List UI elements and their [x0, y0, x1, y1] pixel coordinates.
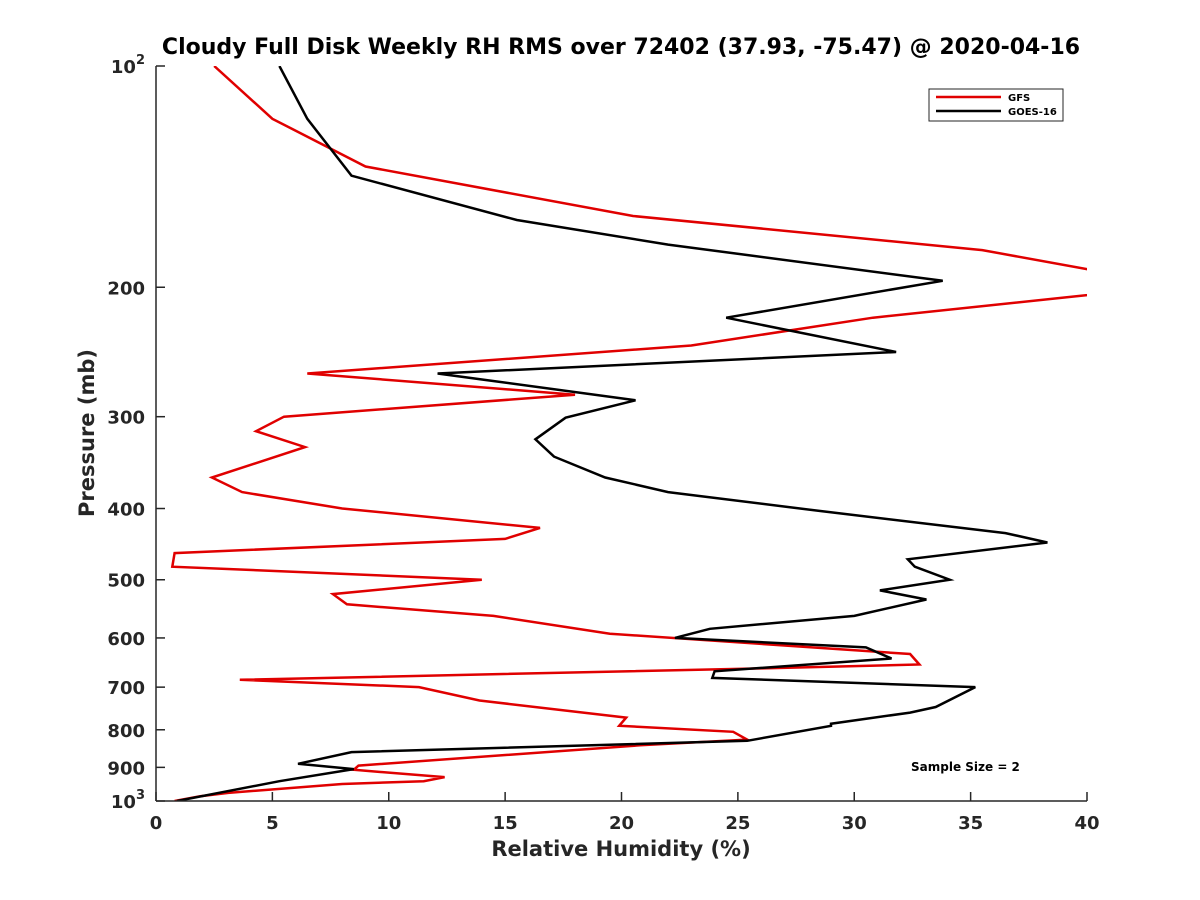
y-ticks: 102 200 300 400 500 600 700 800 900 103: [107, 53, 165, 813]
x-tick-label: 25: [725, 813, 750, 834]
x-ticks: 0 5 10 15 20 25 30 35 40: [150, 792, 1100, 834]
y-axis-label: Pressure (mb): [75, 349, 99, 517]
sample-size-annotation: Sample Size = 2: [911, 760, 1020, 774]
y-tick-label: 400: [107, 500, 145, 521]
legend: GFS GOES-16: [928, 88, 1064, 122]
x-tick-label: 35: [958, 813, 983, 834]
plot-area: [156, 66, 1087, 801]
x-tick-label: 15: [493, 813, 518, 834]
legend-box: [928, 88, 1064, 122]
y-tick-label: 800: [107, 721, 145, 742]
x-tick-label: 0: [150, 813, 163, 834]
x-tick-label: 40: [1074, 813, 1099, 834]
x-tick-label: 10: [376, 813, 401, 834]
y-tick-label: 600: [107, 629, 145, 650]
y-tick-label: 900: [107, 758, 145, 779]
legend-label-goes-16: GOES-16: [1008, 107, 1057, 118]
y-tick-label: 103: [111, 788, 145, 813]
series-line-goes-16: [176, 66, 1048, 801]
legend-label-gfs: GFS: [1008, 93, 1030, 104]
y-tick-label: 300: [107, 408, 145, 429]
x-tick-label: 20: [609, 813, 634, 834]
series-layer: [170, 66, 1087, 801]
x-tick-label: 30: [842, 813, 867, 834]
y-tick-label: 500: [107, 571, 145, 592]
y-tick-label: 700: [107, 678, 145, 699]
x-tick-label: 5: [266, 813, 279, 834]
y-tick-label: 200: [107, 278, 145, 299]
chart-title: Cloudy Full Disk Weekly RH RMS over 7240…: [162, 35, 1080, 60]
x-axis-label: Relative Humidity (%): [491, 837, 750, 861]
series-line-gfs: [170, 66, 1087, 801]
y-tick-label: 102: [111, 53, 145, 78]
